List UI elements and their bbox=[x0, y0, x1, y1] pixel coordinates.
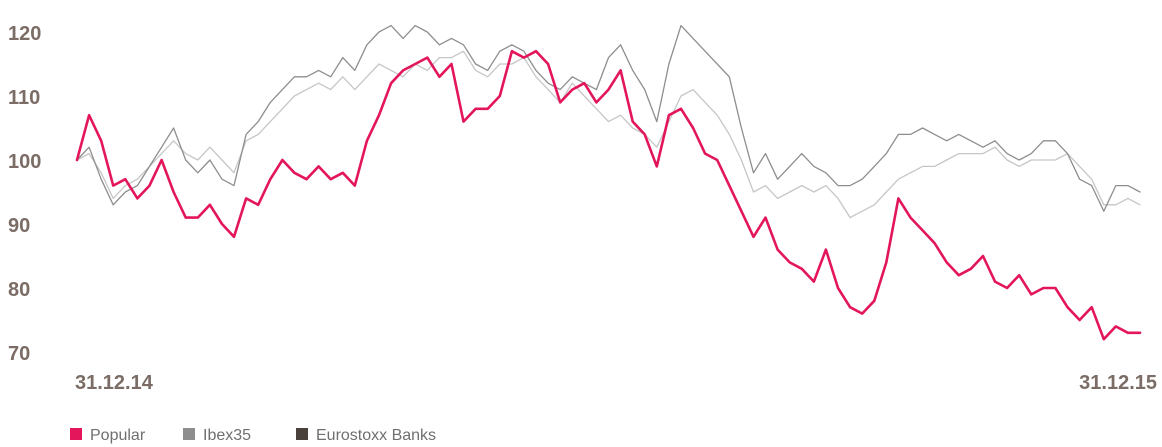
y-tick-label-0: 120 bbox=[8, 23, 41, 45]
legend-label-ibex35: Ibex35 bbox=[203, 427, 251, 444]
legend-swatch-popular bbox=[70, 428, 82, 440]
x-tick-end: 31.12.15 bbox=[1079, 372, 1157, 394]
legend-swatch-eurostoxx bbox=[296, 428, 308, 440]
y-tick-label-1: 110 bbox=[8, 87, 40, 109]
series-line-eurostoxx bbox=[76, 24, 1141, 212]
series-layer bbox=[75, 24, 1142, 341]
y-tick-label-5: 70 bbox=[8, 343, 30, 365]
series-line-popular bbox=[75, 49, 1142, 341]
legend-swatch-ibex35 bbox=[183, 428, 195, 440]
y-tick-label-2: 100 bbox=[8, 151, 41, 173]
series-line-ibex35 bbox=[76, 50, 1141, 219]
legend-label-popular: Popular bbox=[90, 427, 146, 444]
y-tick-label-4: 80 bbox=[8, 279, 30, 301]
y-tick-label-3: 90 bbox=[8, 215, 30, 237]
legend: Popular Ibex35 Eurostoxx Banks bbox=[70, 427, 436, 444]
legend-label-eurostoxx: Eurostoxx Banks bbox=[316, 427, 436, 444]
y-axis-ticks: 120 110 100 90 80 70 bbox=[8, 23, 41, 365]
x-tick-start: 31.12.14 bbox=[75, 372, 154, 394]
